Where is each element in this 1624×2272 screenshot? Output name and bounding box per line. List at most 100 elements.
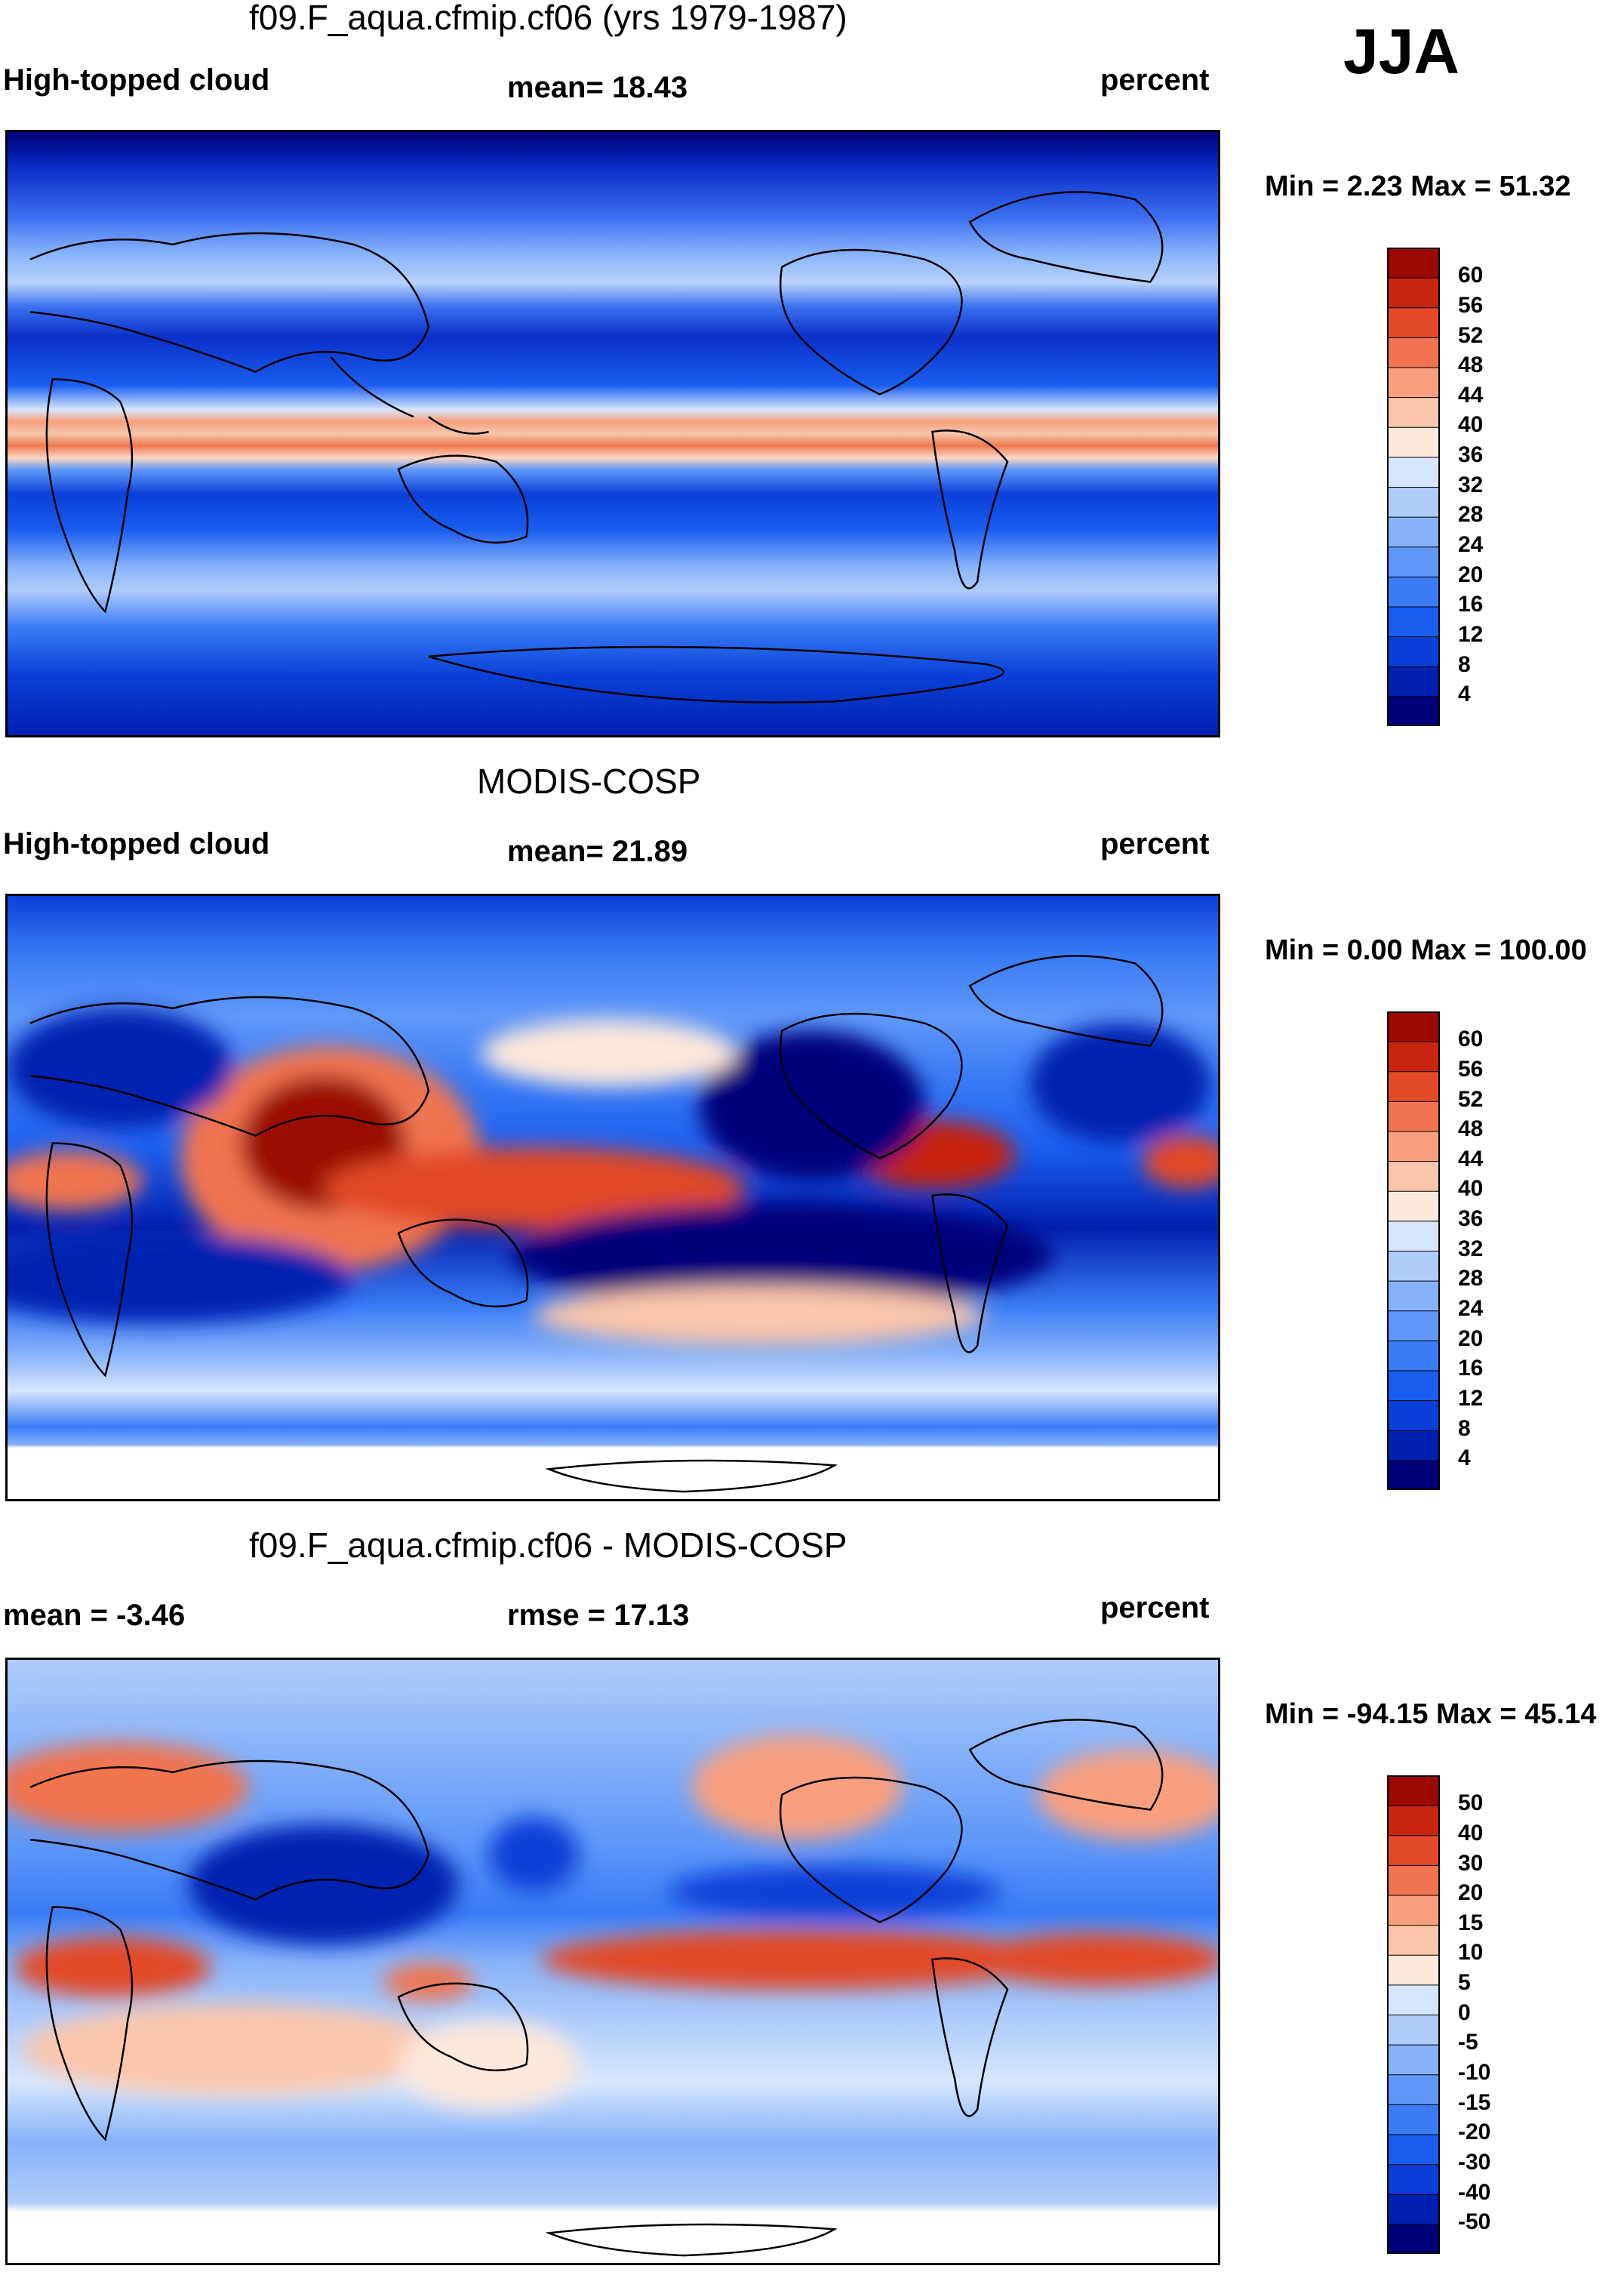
panel2-cb-tick: 32 xyxy=(1458,1236,1484,1261)
colorbar-bin xyxy=(1387,1834,1440,1866)
panel2-colorbar xyxy=(1387,1011,1440,1490)
panel3-cb-tick: -30 xyxy=(1458,2150,1491,2175)
panel1-cb-tick: 52 xyxy=(1458,323,1484,348)
colorbar-bin xyxy=(1387,367,1440,399)
panel3-cb-tick: -20 xyxy=(1458,2120,1491,2144)
colorbar-bin xyxy=(1387,2044,1440,2076)
panel2-minmax: Min = 0.00 Max = 100.00 xyxy=(1265,934,1587,966)
panel1-map-svg xyxy=(8,132,1218,735)
colorbar-bin xyxy=(1387,2073,1440,2105)
colorbar-bin xyxy=(1387,1280,1440,1312)
panel1-cb-tick: 56 xyxy=(1458,293,1484,318)
panel2-cb-tick: 8 xyxy=(1458,1416,1471,1441)
panel2-map xyxy=(5,894,1220,1501)
colorbar-bin xyxy=(1387,1250,1440,1282)
colorbar-bin xyxy=(1387,2104,1440,2135)
panel2-mean-label: mean= 21.89 xyxy=(507,835,688,868)
colorbar-bin xyxy=(1387,1340,1440,1372)
panel3-cb-tick: 0 xyxy=(1458,2000,1471,2025)
colorbar-bin xyxy=(1387,1011,1440,1042)
panel2-cb-tick: 36 xyxy=(1458,1206,1484,1231)
panel2-colorbar-svg xyxy=(1387,1011,1440,1490)
panel3-cb-tick: 50 xyxy=(1458,1790,1484,1815)
colorbar-bin xyxy=(1387,1370,1440,1402)
colorbar-bin xyxy=(1387,516,1440,548)
panel3-map xyxy=(5,1658,1220,2265)
colorbar-bin xyxy=(1387,1190,1440,1222)
colorbar-bin xyxy=(1387,277,1440,309)
colorbar-bin xyxy=(1387,2163,1440,2195)
panel2-cb-tick: 48 xyxy=(1458,1116,1484,1141)
colorbar-bin xyxy=(1387,1864,1440,1896)
panel3-cb-tick: -5 xyxy=(1458,2030,1478,2055)
colorbar-bin xyxy=(1387,2134,1440,2166)
colorbar-bin xyxy=(1387,426,1440,458)
panel1-cb-tick: 48 xyxy=(1458,352,1484,377)
panel2-cb-tick: 52 xyxy=(1458,1087,1484,1112)
colorbar-bin xyxy=(1387,576,1440,608)
panel3-coastlines xyxy=(29,1719,1164,2257)
panel1-cb-tick: 36 xyxy=(1458,442,1484,467)
panel3-cb-tick: -40 xyxy=(1458,2180,1491,2205)
colorbar-bin xyxy=(1387,1775,1440,1806)
colorbar-bin xyxy=(1387,1399,1440,1431)
colorbar-bin xyxy=(1387,2014,1440,2046)
panel3-title: f09.F_aqua.cfmip.cf06 - MODIS-COSP xyxy=(249,1525,847,1565)
panel3-cb-tick: 40 xyxy=(1458,1821,1484,1846)
panel3-cb-tick: -10 xyxy=(1458,2060,1491,2085)
panel2-cb-tick: 4 xyxy=(1458,1445,1471,1470)
colorbar-bin xyxy=(1387,1459,1440,1490)
panel1-cb-tick: 16 xyxy=(1458,592,1484,617)
panel3-cb-tick: 30 xyxy=(1458,1851,1484,1876)
colorbar-bin xyxy=(1387,606,1440,638)
colorbar-frame xyxy=(1387,1011,1440,1490)
panel2-cb-tick: 16 xyxy=(1458,1356,1484,1381)
panel1-cb-tick: 28 xyxy=(1458,502,1484,527)
panel2-cb-tick: 56 xyxy=(1458,1057,1484,1082)
panel1-cb-tick: 12 xyxy=(1458,622,1484,647)
panel3-minmax: Min = -94.15 Max = 45.14 xyxy=(1265,1698,1597,1730)
colorbar-bin xyxy=(1387,1160,1440,1192)
panel1-cb-tick: 40 xyxy=(1458,412,1484,437)
panel3-cb-tick: -50 xyxy=(1458,2209,1491,2234)
colorbar-bin xyxy=(1387,1430,1440,1461)
panel1-cb-tick: 60 xyxy=(1458,263,1484,288)
panel3-rmse-label: rmse = 17.13 xyxy=(507,1599,690,1632)
colorbar-bin xyxy=(1387,456,1440,488)
panel1-cb-tick: 44 xyxy=(1458,383,1484,408)
panel3-colorbar-svg xyxy=(1387,1775,1440,2254)
panel2-cb-tick: 12 xyxy=(1458,1386,1484,1411)
colorbar-bin xyxy=(1387,695,1440,726)
panel1-cb-tick: 32 xyxy=(1458,473,1484,497)
panel3-units-label: percent xyxy=(1100,1591,1210,1624)
colorbar-bin xyxy=(1387,1101,1440,1132)
panel2-variable-label: High-topped cloud xyxy=(3,827,270,860)
season-label: JJA xyxy=(1343,16,1460,87)
colorbar-bin xyxy=(1387,1805,1440,1836)
colorbar-bin xyxy=(1387,1984,1440,2015)
panel1-minmax: Min = 2.23 Max = 51.32 xyxy=(1265,171,1571,202)
panel3-mean-label: mean = -3.46 xyxy=(3,1599,186,1632)
colorbar-frame xyxy=(1387,248,1440,726)
colorbar-bin xyxy=(1387,306,1440,338)
panel3-cb-tick: 5 xyxy=(1458,1970,1471,1995)
panel1-coastlines xyxy=(29,191,1164,703)
colorbar-bin xyxy=(1387,1220,1440,1251)
panel3-cb-tick: -15 xyxy=(1458,2090,1491,2115)
panel3-cb-tick: 10 xyxy=(1458,1940,1484,1965)
panel2-map-svg xyxy=(8,896,1218,1499)
panel1-cb-tick: 24 xyxy=(1458,532,1484,557)
colorbar-bin xyxy=(1387,1895,1440,1926)
panel1-variable-label: High-topped cloud xyxy=(3,63,270,97)
panel3-map-svg xyxy=(8,1660,1218,2263)
colorbar-bin xyxy=(1387,1310,1440,1341)
colorbar-bin xyxy=(1387,546,1440,577)
panel2-cb-tick: 20 xyxy=(1458,1326,1484,1351)
panel2-cb-tick: 24 xyxy=(1458,1296,1484,1321)
colorbar-bin xyxy=(1387,666,1440,697)
panel3-anomalies xyxy=(8,1735,1218,2110)
panel1-map xyxy=(5,130,1220,737)
colorbar-bin xyxy=(1387,486,1440,518)
panel1-mean-label: mean= 18.43 xyxy=(507,71,688,104)
colorbar-bin xyxy=(1387,337,1440,368)
